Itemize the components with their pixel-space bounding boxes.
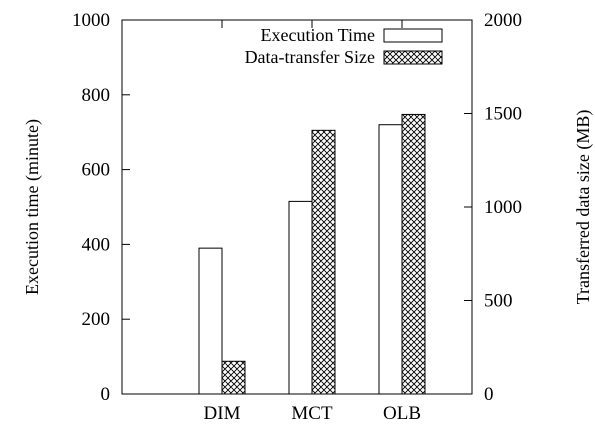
legend-label-execution-time: Execution Time <box>260 25 375 45</box>
bar-data-transfer-size-mct <box>311 129 336 395</box>
right-tick-label-2000: 2000 <box>484 10 522 31</box>
right-tick-label-0: 0 <box>484 384 494 405</box>
legend-swatch-data-transfer-size <box>383 50 443 65</box>
bar-execution-time-dim <box>198 247 223 395</box>
left-axis-ticks: 0 200 400 600 800 1000 <box>72 10 130 405</box>
x-tick-label-mct: MCT <box>291 403 333 424</box>
bars-layer <box>198 113 426 395</box>
right-tick-label-1500: 1500 <box>484 104 522 125</box>
left-tick-label-200: 200 <box>82 309 111 330</box>
left-tick-label-1000: 1000 <box>72 10 110 31</box>
legend-swatch-execution-time <box>383 28 443 43</box>
legend-label-data-transfer-size: Data-transfer Size <box>245 47 375 67</box>
left-tick-label-0: 0 <box>101 384 111 405</box>
legend-item-execution-time: Execution Time <box>260 25 443 45</box>
left-tick-label-400: 400 <box>82 234 111 255</box>
bar-data-transfer-size-dim <box>221 360 246 395</box>
right-axis-title: Transferred data size (MB) <box>573 110 594 305</box>
x-axis-ticks: DIM MCT OLB <box>204 20 421 424</box>
x-tick-label-olb: OLB <box>383 403 421 424</box>
bar-execution-time-mct <box>288 200 313 395</box>
left-tick-label-600: 600 <box>82 160 111 181</box>
bar-data-transfer-size-olb <box>401 113 426 395</box>
right-tick-label-500: 500 <box>484 291 513 312</box>
left-axis-title: Execution time (minute) <box>22 119 43 295</box>
bar-execution-time-olb <box>378 124 403 395</box>
right-axis-ticks: 0 500 1000 1500 2000 <box>464 10 522 405</box>
legend: Execution Time Data-transfer Size <box>245 25 443 67</box>
left-tick-label-800: 800 <box>82 85 111 106</box>
right-tick-label-1000: 1000 <box>484 197 522 218</box>
legend-item-data-transfer-size: Data-transfer Size <box>245 47 443 67</box>
x-tick-label-dim: DIM <box>204 403 241 424</box>
